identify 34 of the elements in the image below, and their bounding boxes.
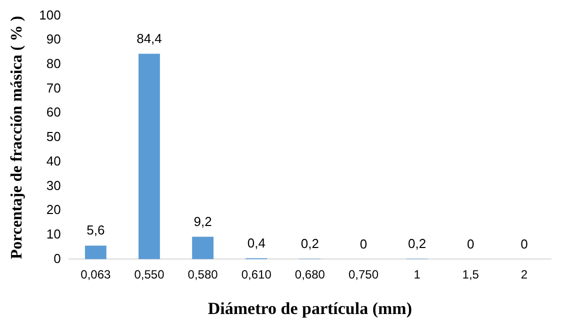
y-tick-label: 70 — [46, 80, 61, 96]
bar — [138, 54, 160, 260]
y-tick-label: 60 — [46, 104, 61, 120]
x-tick-label: 0,680 — [294, 268, 326, 282]
y-tick-label: 20 — [46, 202, 61, 218]
data-label: 0,2 — [300, 236, 319, 251]
data-label: 5,6 — [86, 222, 105, 238]
y-tick-label: 30 — [46, 178, 61, 193]
x-axis-title: Diámetro de partícula (mm) — [208, 299, 412, 318]
x-tick-label: 1,5 — [462, 268, 480, 282]
y-tick-label: 50 — [46, 129, 61, 144]
y-tick-label: 40 — [46, 153, 61, 168]
y-axis-title: Porcentaje de fracción másica ( % ) — [8, 16, 26, 260]
x-tick-label: 1 — [414, 268, 421, 282]
data-label: 84,4 — [136, 30, 162, 46]
data-label: 0,4 — [247, 235, 266, 250]
data-label: 0 — [360, 236, 368, 252]
y-tick-label: 100 — [39, 7, 61, 22]
y-tick-label: 0 — [54, 250, 61, 266]
bar — [84, 246, 106, 260]
x-tick-label: 2 — [520, 268, 528, 282]
data-label: 9,2 — [194, 214, 212, 229]
data-label: 0 — [467, 236, 474, 252]
y-tick-label: 10 — [46, 226, 61, 242]
y-tick-label: 80 — [46, 56, 61, 72]
x-tick-label: 0,550 — [134, 268, 165, 282]
x-tick-label: 0,610 — [241, 268, 272, 282]
data-label: 0 — [520, 236, 528, 252]
x-tick-label: 0,750 — [348, 268, 379, 282]
data-label: 0,2 — [408, 236, 426, 251]
x-tick-label: 0,580 — [188, 268, 218, 282]
y-tick-label: 90 — [46, 32, 61, 47]
x-tick-label: 0,063 — [80, 268, 112, 282]
bar — [192, 236, 214, 260]
